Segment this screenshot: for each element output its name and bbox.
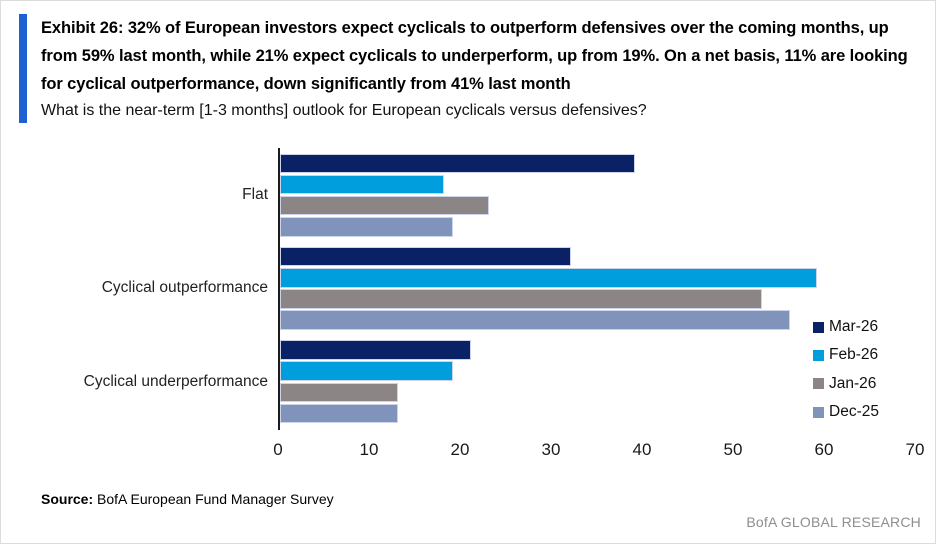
bar-feb-26-cyclical-outperformance — [280, 268, 817, 288]
exhibit-title: Exhibit 26: 32% of European investors ex… — [41, 19, 908, 93]
bar-dec-25-flat — [280, 217, 453, 237]
legend-item-dec-25: Dec-25 — [813, 398, 879, 426]
x-tick-label: 10 — [359, 440, 379, 459]
legend-item-feb-26: Feb-26 — [813, 341, 879, 369]
legend-swatch — [813, 321, 824, 333]
category-label-flat: Flat — [242, 185, 268, 203]
survey-question: What is the near-term [1-3 months] outlo… — [41, 102, 647, 119]
x-tick-label: 50 — [723, 440, 743, 459]
legend-swatch — [813, 406, 824, 418]
bar-jan-26-cyclical-underperformance — [280, 382, 399, 402]
x-tick-label: 70 — [905, 440, 925, 459]
x-tick-label: 0 — [273, 440, 283, 459]
source-note: Source: BofA European Fund Manager Surve… — [41, 491, 334, 507]
bar-feb-26-cyclical-underperformance — [280, 361, 453, 381]
legend-item-jan-26: Jan-26 — [813, 370, 879, 398]
accent-bar — [19, 14, 27, 123]
x-tick-label: 30 — [541, 440, 561, 459]
x-tick-label: 60 — [814, 440, 834, 459]
legend-swatch — [813, 349, 824, 361]
x-tick-label: 40 — [632, 440, 652, 459]
bar-dec-25-cyclical-outperformance — [280, 310, 790, 330]
bar-mar-26-flat — [280, 153, 635, 173]
category-axis: Flat Cyclical outperformance Cyclical unde… — [1, 148, 268, 430]
category-label-cyclical-outperformance: Cyclical outperformance — [101, 279, 268, 297]
bar-jan-26-flat — [280, 195, 490, 216]
legend-label: Feb-26 — [829, 346, 879, 364]
x-tick-label: 20 — [450, 440, 470, 459]
bar-dec-25-cyclical-underperformance — [280, 403, 399, 424]
x-axis: 0 10 20 30 40 50 60 70 — [273, 440, 934, 462]
category-label-cyclical-underperformance: Cyclical underperformance — [83, 372, 268, 390]
exhibit-header: Exhibit 26: 32% of European investors ex… — [19, 14, 909, 123]
header-text: Exhibit 26: 32% of European investors ex… — [41, 14, 909, 123]
legend-label: Dec-25 — [829, 403, 879, 421]
bar-jan-26-cyclical-outperformance — [280, 289, 763, 309]
plot-area — [278, 148, 935, 430]
legend-label: Mar-26 — [829, 318, 879, 336]
bar-mar-26-cyclical-underperformance — [280, 340, 472, 360]
legend-item-mar-26: Mar-26 — [813, 313, 879, 341]
branding: BofA GLOBAL RESEARCH — [746, 514, 921, 530]
source-label: Source: — [41, 491, 94, 507]
source-text: BofA European Fund Manager Survey — [93, 491, 334, 507]
legend: Mar-26 Feb-26 Jan-26 Dec-25 — [813, 313, 879, 426]
bar-mar-26-cyclical-outperformance — [280, 246, 572, 267]
legend-label: Jan-26 — [829, 374, 877, 392]
bar-feb-26-flat — [280, 174, 444, 195]
legend-swatch — [813, 378, 824, 390]
